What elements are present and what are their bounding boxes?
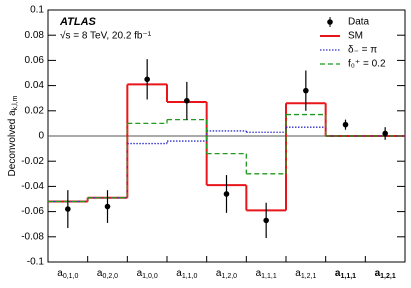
- y-tick-label: -0.06: [21, 206, 44, 217]
- x-tick-label: a0,1,0: [57, 268, 78, 280]
- data-point: [382, 130, 388, 137]
- data-point: [184, 97, 190, 104]
- y-tick-label: -0.1: [27, 257, 45, 268]
- x-tick-label: a1,2,0: [216, 268, 237, 280]
- legend-label: δ₋ = π: [348, 45, 377, 56]
- x-tick-label: a1,1,1: [335, 268, 356, 280]
- y-axis-label: Deconvolved ak,l,m: [7, 95, 19, 176]
- y-tick-label: 0.04: [25, 80, 45, 91]
- data-point: [223, 191, 230, 197]
- x-tick-label: a1,1,0: [176, 268, 197, 280]
- y-tick-label: -0.08: [21, 231, 44, 242]
- y-tick-label: 0: [38, 131, 44, 142]
- x-tick-label: a1,2,1: [295, 268, 316, 280]
- legend-label: f₀⁺ = 0.2: [348, 59, 386, 70]
- data-point: [104, 203, 111, 210]
- y-tick-label: -0.04: [21, 181, 44, 192]
- y-tick-label: 0.1: [30, 5, 44, 16]
- experiment-label: ATLAS: [59, 16, 97, 28]
- data-point: [342, 121, 349, 128]
- y-tick-label: -0.02: [21, 156, 44, 167]
- y-tick-label: 0.02: [25, 105, 45, 116]
- legend-label: SM: [348, 31, 363, 42]
- data-point: [65, 206, 71, 212]
- x-tick-label: a1,0,0: [137, 268, 158, 280]
- data-point: [144, 76, 150, 83]
- legend-marker: [327, 19, 333, 25]
- x-tick-label: a1,1,1: [256, 268, 277, 280]
- y-tick-label: 0.08: [25, 30, 45, 41]
- x-tick-label: a0,2,0: [97, 268, 118, 280]
- y-tick-label: 0.06: [25, 55, 45, 66]
- energy-label: √s = 8 TeV, 20.2 fb⁻¹: [60, 30, 152, 42]
- legend-label: Data: [348, 17, 370, 28]
- data-point: [303, 87, 309, 94]
- data-point: [263, 217, 269, 224]
- x-tick-label: a1,2,1: [375, 268, 396, 280]
